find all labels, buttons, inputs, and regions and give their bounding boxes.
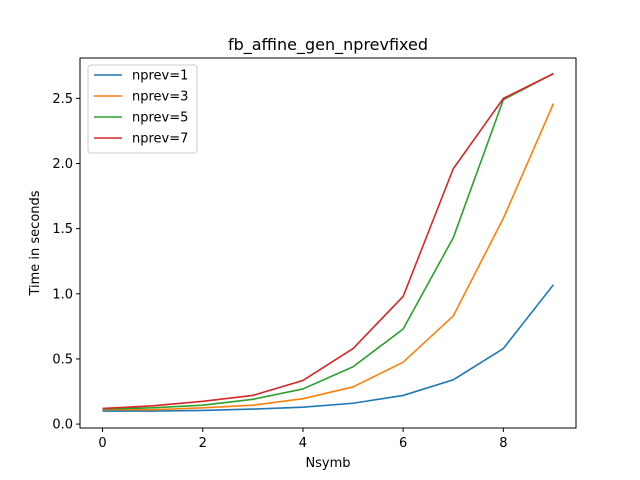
legend: nprev=1 nprev=3 nprev=5 nprev=7	[87, 64, 198, 154]
legend-label: nprev=3	[132, 90, 188, 105]
chart-title: fb_affine_gen_nprevfixed	[228, 35, 428, 55]
x-tick-label: 0	[98, 436, 106, 451]
y-tick-label: 1.5	[52, 222, 73, 237]
y-tick-label: 0.0	[52, 418, 73, 433]
legend-label: nprev=7	[132, 132, 188, 147]
x-tick-label: 6	[399, 436, 407, 451]
x-tick-label: 4	[299, 436, 307, 451]
y-tick-label: 2.5	[52, 92, 73, 107]
y-tick-label: 0.5	[52, 352, 73, 367]
y-tick-label: 1.0	[52, 287, 73, 302]
series-line-nprev-1	[102, 284, 555, 412]
series-layer	[102, 72, 555, 412]
x-axis-ticks: 0 2 4 6 8	[98, 428, 507, 451]
y-axis-label: Time in seconds	[28, 190, 43, 296]
legend-frame	[87, 64, 198, 154]
x-axis-label: Nsymb	[305, 456, 350, 471]
legend-label: nprev=1	[132, 69, 188, 84]
x-tick-label: 2	[199, 436, 207, 451]
y-tick-label: 2.0	[52, 157, 73, 172]
legend-label: nprev=5	[132, 111, 188, 126]
x-tick-label: 8	[499, 436, 507, 451]
y-axis-ticks: 0.0 0.5 1.0 1.5 2.0 2.5	[52, 92, 80, 433]
series-line-nprev-5	[102, 72, 554, 410]
legend-items: nprev=1 nprev=3 nprev=5 nprev=7	[94, 69, 188, 147]
series-line-nprev-3	[102, 103, 555, 411]
axes-frame	[79, 57, 577, 429]
series-line-nprev-7	[102, 72, 554, 410]
